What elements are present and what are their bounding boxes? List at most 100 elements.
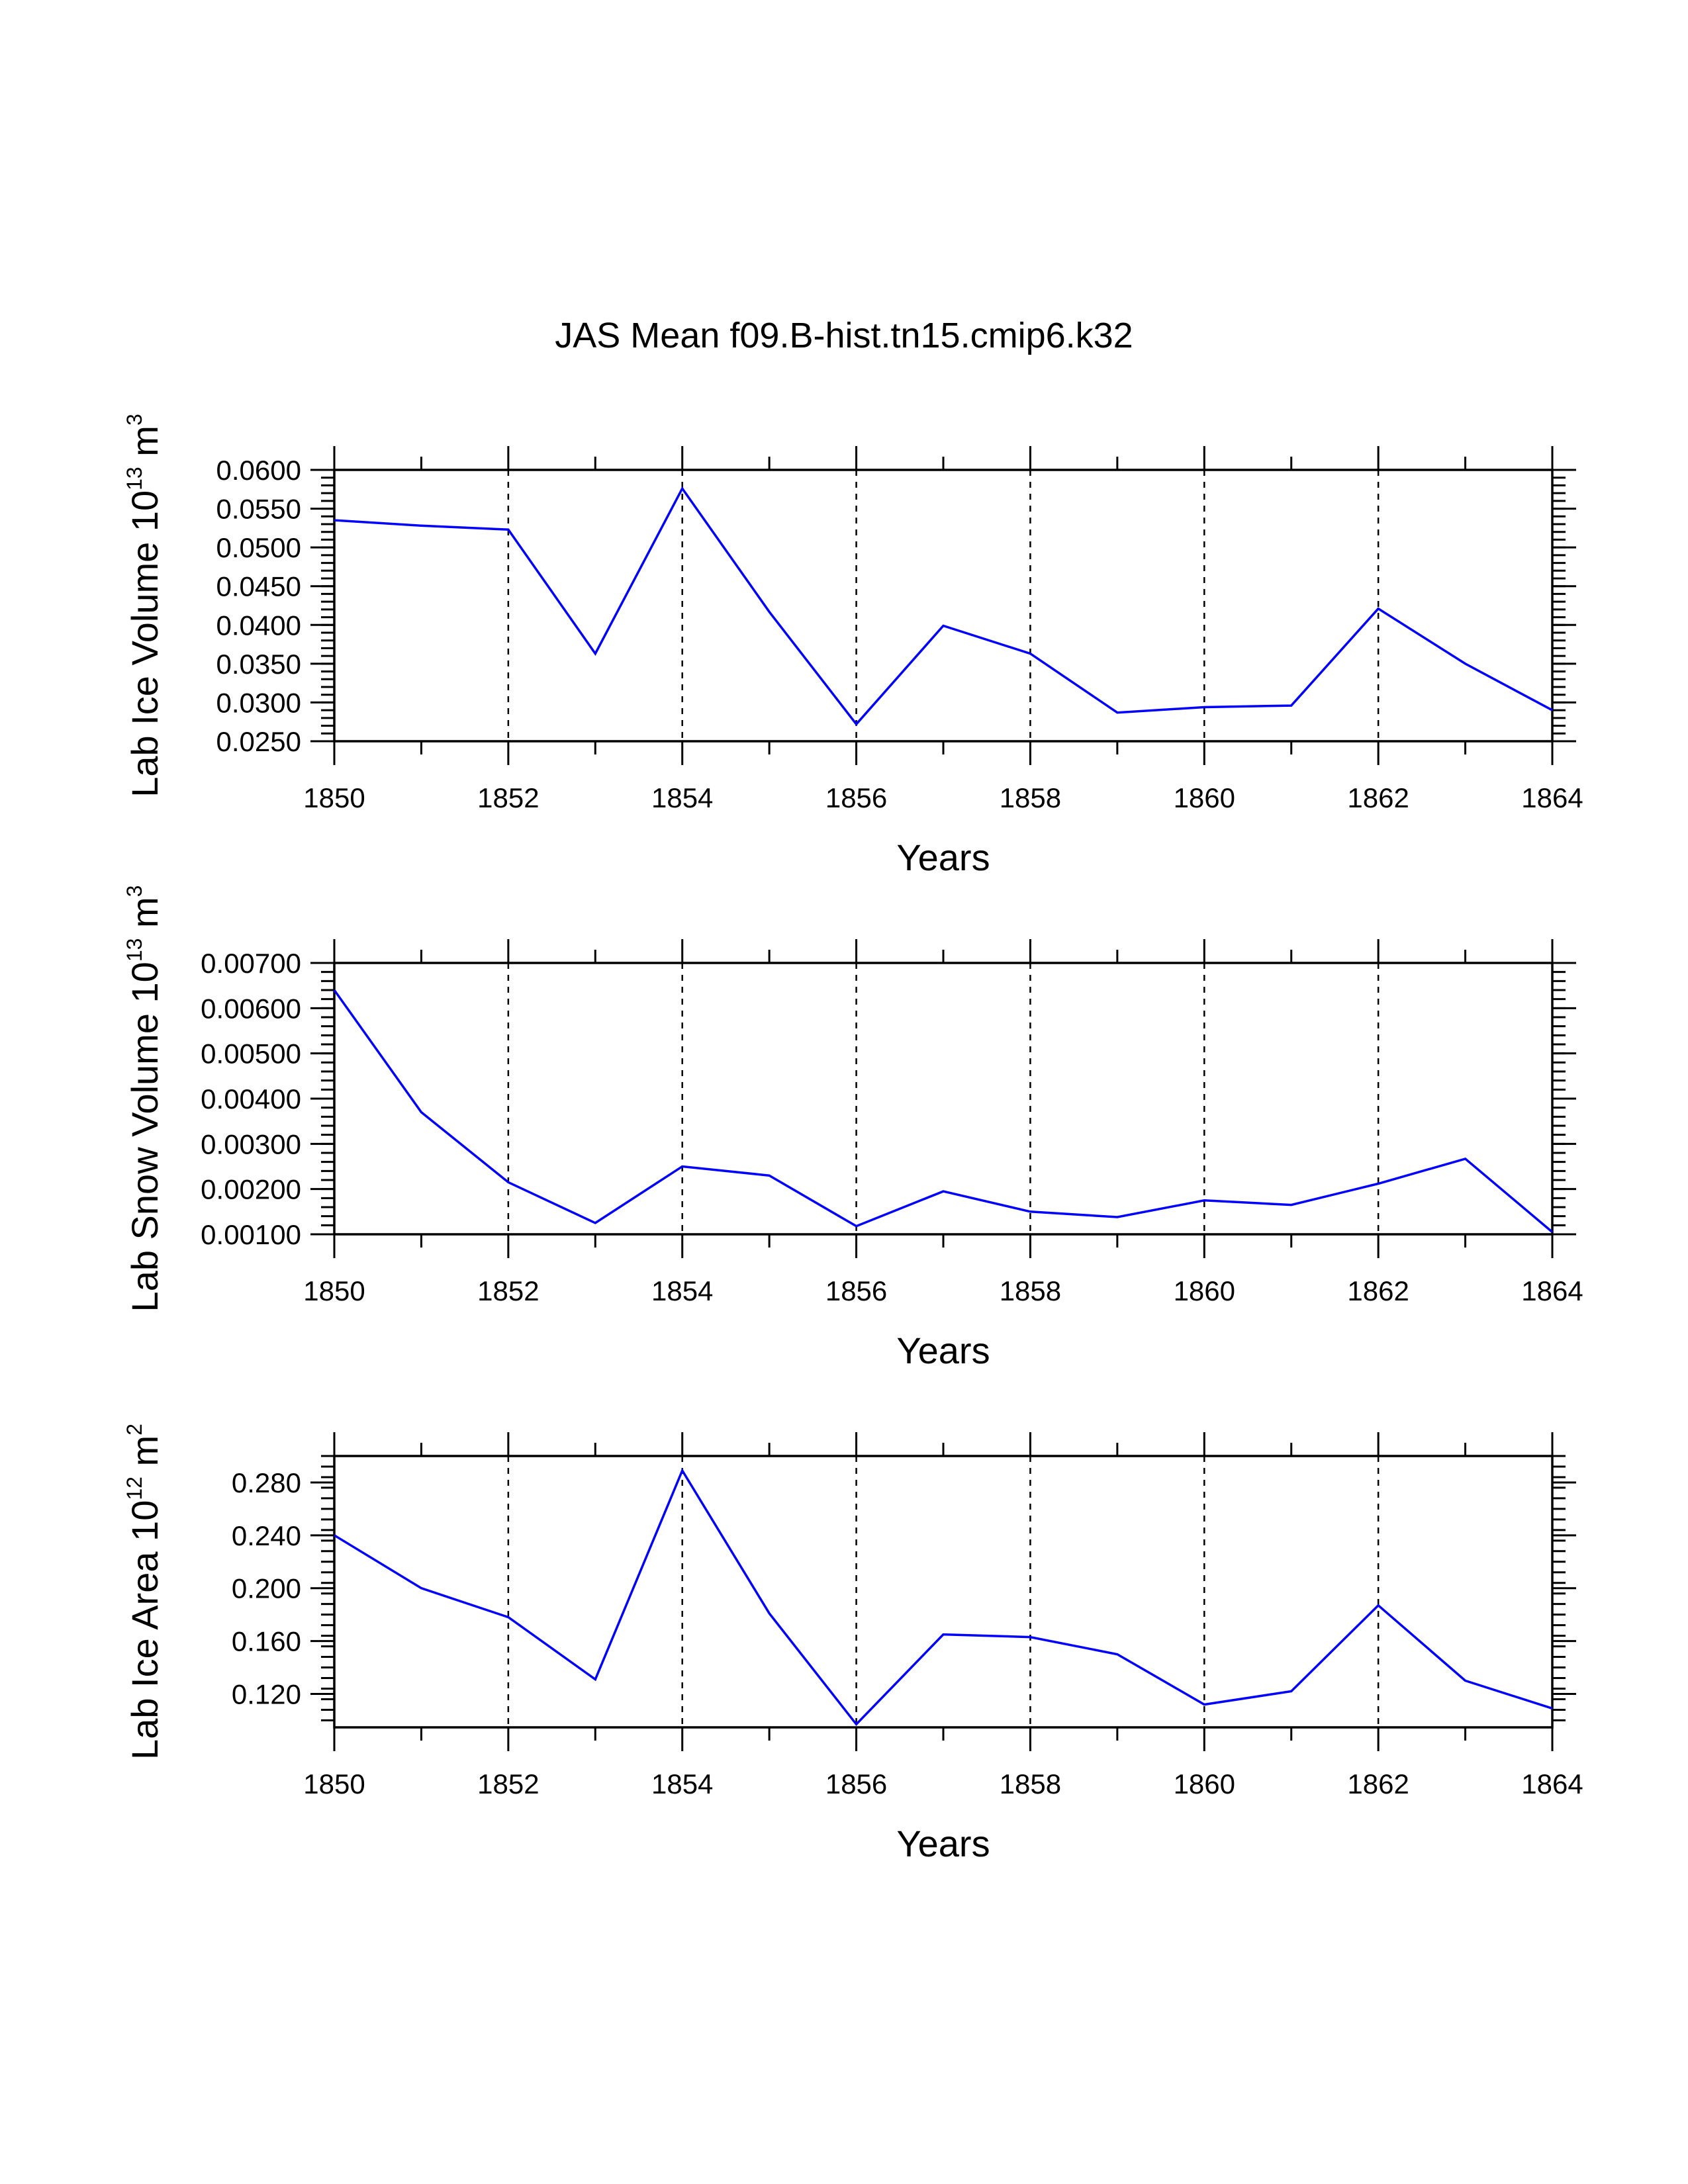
panel-2: 1850 1852 1854 1856 1858 1860 1862 1864 0.00100 0… bbox=[122, 886, 1583, 1371]
x-tick-label: 1858 bbox=[1000, 1275, 1061, 1306]
data-point bbox=[1290, 1690, 1293, 1692]
y-axis-label-prefix: Lab Ice Volume 10 bbox=[124, 490, 165, 797]
x-tick-label: 1854 bbox=[651, 1275, 713, 1306]
data-point bbox=[681, 1469, 684, 1472]
data-point bbox=[1029, 653, 1031, 655]
data-point bbox=[855, 723, 858, 725]
x-tick-label: 1858 bbox=[1000, 1768, 1061, 1799]
y-tick-label: 0.0450 bbox=[216, 571, 301, 602]
y-tick-label: 0.0350 bbox=[216, 649, 301, 680]
y-tick-label: 0.0500 bbox=[216, 532, 301, 563]
data-point bbox=[681, 487, 684, 490]
data-point bbox=[1203, 1703, 1205, 1706]
y-axis-label-unit_exp: 2 bbox=[122, 1424, 146, 1435]
data-point bbox=[1029, 1210, 1031, 1213]
data-point bbox=[1551, 1231, 1554, 1234]
data-point bbox=[1551, 709, 1554, 711]
y-tick-label: 0.00700 bbox=[201, 948, 301, 979]
data-point bbox=[942, 1190, 945, 1193]
x-tick-label: 1862 bbox=[1347, 1275, 1409, 1306]
data-point bbox=[1116, 1653, 1119, 1656]
x-tick-label: 1862 bbox=[1347, 1768, 1409, 1799]
data-point bbox=[507, 1181, 510, 1183]
y-tick-label: 0.00600 bbox=[201, 993, 301, 1024]
y-axis-label-unit: m bbox=[124, 426, 165, 467]
data-point bbox=[1290, 704, 1293, 707]
y-tick-label: 0.120 bbox=[232, 1678, 301, 1709]
plot-frame bbox=[333, 469, 1554, 743]
x-axis-label: Years bbox=[896, 1330, 990, 1371]
data-point bbox=[594, 1678, 596, 1681]
y-axis-label-exp: 13 bbox=[122, 467, 146, 490]
y-tick-label: 0.280 bbox=[232, 1467, 301, 1498]
data-point bbox=[1464, 1158, 1467, 1160]
x-tick-label: 1850 bbox=[303, 1768, 365, 1799]
y-axis-label: Lab Snow Volume 1013 m3 bbox=[122, 886, 165, 1312]
x-tick-label: 1854 bbox=[651, 782, 713, 813]
x-tick-label: 1852 bbox=[477, 1275, 539, 1306]
x-axis-label: Years bbox=[896, 837, 990, 878]
y-axis-label-exp: 13 bbox=[122, 938, 146, 962]
x-tick-label: 1856 bbox=[825, 782, 887, 813]
y-tick-label: 0.240 bbox=[232, 1520, 301, 1551]
y-axis-label: Lab Ice Volume 1013 m3 bbox=[122, 414, 165, 797]
y-axis-label-unit_exp: 3 bbox=[122, 414, 146, 426]
y-tick-label: 0.00200 bbox=[201, 1174, 301, 1205]
y-tick-label: 0.0300 bbox=[216, 687, 301, 718]
data-point bbox=[507, 528, 510, 531]
x-tick-label: 1864 bbox=[1521, 1768, 1583, 1799]
data-point bbox=[942, 624, 945, 627]
data-point bbox=[1551, 1707, 1554, 1709]
data-point bbox=[1377, 1182, 1380, 1185]
data-point bbox=[1377, 1604, 1380, 1607]
data-point bbox=[1116, 711, 1119, 714]
data-point bbox=[1377, 608, 1380, 610]
y-axis-label-unit_exp: 3 bbox=[122, 886, 146, 897]
data-point bbox=[855, 1723, 858, 1725]
y-tick-label: 0.00300 bbox=[201, 1128, 301, 1160]
panels: 1850 1852 1854 1856 1858 1860 1862 1864 0.0250 0.… bbox=[122, 414, 1583, 1864]
x-tick-label: 1862 bbox=[1347, 782, 1409, 813]
data-point bbox=[1116, 1216, 1119, 1218]
data-point bbox=[1203, 705, 1205, 708]
y-tick-label: 0.160 bbox=[232, 1626, 301, 1657]
figure-title: JAS Mean f09.B-hist.tn15.cmip6.k32 bbox=[555, 316, 1133, 355]
y-axis-label-exp: 12 bbox=[122, 1477, 146, 1500]
panel-1: 1850 1852 1854 1856 1858 1860 1862 1864 0.0250 0.… bbox=[122, 414, 1583, 878]
series-line bbox=[333, 989, 1554, 1233]
x-tick-label: 1856 bbox=[825, 1768, 887, 1799]
data-point bbox=[594, 653, 596, 655]
data-point bbox=[1464, 662, 1467, 665]
data-point bbox=[333, 1534, 336, 1537]
data-point bbox=[855, 1225, 858, 1228]
series-line bbox=[334, 486, 1553, 726]
y-axis-label-prefix: Lab Ice Area 10 bbox=[124, 1500, 165, 1760]
x-tick-label: 1860 bbox=[1174, 1275, 1235, 1306]
data-point bbox=[768, 1174, 771, 1177]
y-axis-label-unit: m bbox=[124, 897, 165, 938]
data-point bbox=[768, 610, 771, 613]
data-point bbox=[1464, 1680, 1467, 1682]
data-point bbox=[333, 989, 336, 991]
y-tick-label: 0.0550 bbox=[216, 494, 301, 525]
data-point bbox=[1203, 1199, 1205, 1202]
plot-frame bbox=[333, 1455, 1554, 1729]
x-tick-label: 1860 bbox=[1174, 1768, 1235, 1799]
data-point bbox=[333, 519, 336, 522]
data-point bbox=[507, 1616, 510, 1619]
data-point bbox=[681, 1165, 684, 1168]
plot-frame bbox=[333, 962, 1554, 1236]
y-tick-label: 0.0600 bbox=[216, 455, 301, 486]
data-point bbox=[942, 1633, 945, 1636]
x-axis-label: Years bbox=[896, 1823, 990, 1864]
series-line bbox=[334, 1468, 1553, 1727]
y-tick-label: 0.00100 bbox=[201, 1219, 301, 1250]
y-axis-label-prefix: Lab Snow Volume 10 bbox=[124, 962, 165, 1312]
x-tick-label: 1864 bbox=[1521, 1275, 1583, 1306]
y-tick-label: 0.0250 bbox=[216, 726, 301, 757]
data-point bbox=[420, 1111, 422, 1114]
data-point bbox=[420, 524, 422, 527]
x-tick-label: 1854 bbox=[651, 1768, 713, 1799]
x-tick-label: 1856 bbox=[825, 1275, 887, 1306]
